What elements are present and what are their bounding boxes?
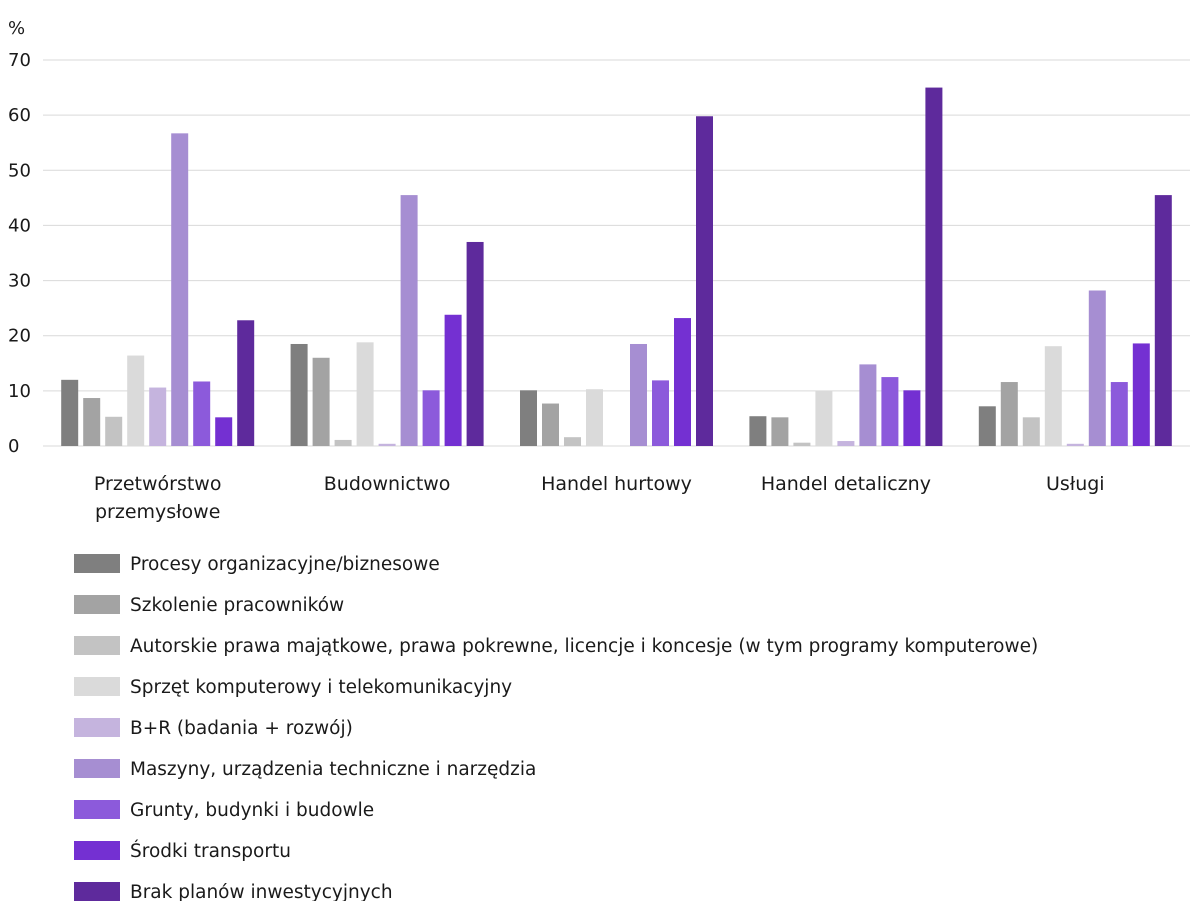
legend-item: Grunty, budynki i budowle — [74, 800, 374, 821]
y-tick-label: 50 — [8, 160, 31, 181]
bar — [334, 439, 352, 446]
y-tick-label: 40 — [8, 215, 31, 236]
legend-item: Szkolenie pracowników — [74, 595, 344, 616]
legend-label: Grunty, budynki i budowle — [130, 800, 374, 821]
legend-swatch — [74, 677, 120, 696]
legend-swatch — [74, 800, 120, 819]
x-category-label: Budownictwo — [324, 473, 451, 495]
legend-label: Autorskie prawa majątkowe, prawa pokrewn… — [130, 636, 1038, 657]
legend-label: Szkolenie pracowników — [130, 595, 344, 616]
legend-label: Maszyny, urządzenia techniczne i narzędz… — [130, 759, 536, 780]
bar — [837, 441, 855, 446]
y-tick-label: 60 — [8, 105, 31, 126]
legend-swatch — [74, 554, 120, 573]
legend-swatch — [74, 718, 120, 737]
bar — [674, 318, 691, 446]
bar — [859, 364, 877, 446]
bar — [1154, 195, 1172, 446]
y-tick-label: 20 — [8, 326, 31, 347]
x-axis-categories: Przetwórstwo przemysłowe Budownictwo Handel… — [94, 473, 1105, 523]
bar — [378, 443, 396, 446]
bar — [149, 387, 167, 446]
bar — [903, 390, 921, 446]
legend-item: Autorskie prawa majątkowe, prawa pokrewn… — [74, 636, 1038, 657]
legend-swatch — [74, 636, 120, 655]
bar — [466, 241, 484, 446]
bar — [630, 343, 647, 446]
legend-label: Środki transportu — [130, 840, 291, 862]
bar — [564, 437, 581, 446]
bar — [696, 116, 713, 446]
bar — [1132, 343, 1150, 446]
y-tick-label: 0 — [8, 436, 19, 457]
bar — [749, 416, 767, 446]
bar — [520, 390, 537, 446]
bar — [652, 380, 669, 446]
bar — [1110, 382, 1128, 446]
y-tick-label: 10 — [8, 381, 31, 402]
x-category-label: przemysłowe — [95, 501, 220, 523]
legend-label: Procesy organizacyjne/biznesowe — [130, 554, 440, 575]
bar — [400, 195, 418, 446]
bar — [127, 355, 145, 446]
bar — [422, 390, 440, 446]
bar — [771, 417, 789, 446]
bar — [61, 379, 79, 446]
x-category-label: Handel detaliczny — [761, 473, 931, 495]
bar — [83, 398, 101, 446]
legend-item: Środki transportu — [74, 840, 291, 862]
bars — [61, 87, 1172, 447]
y-tick-label: 70 — [8, 50, 31, 71]
bar — [312, 357, 330, 446]
legend-swatch — [74, 882, 120, 901]
bar — [215, 417, 233, 446]
bar — [193, 381, 211, 446]
bar — [978, 406, 996, 446]
legend-item: Brak planów inwestycyjnych — [74, 882, 393, 901]
legend-swatch — [74, 759, 120, 778]
bar — [925, 87, 943, 447]
bar — [171, 133, 189, 446]
bar — [105, 416, 123, 446]
bar — [1044, 346, 1062, 446]
bar — [586, 389, 603, 446]
legend-label: B+R (badania + rozwój) — [130, 718, 353, 739]
bar — [356, 342, 374, 446]
legend-swatch — [74, 841, 120, 860]
bar — [1022, 417, 1040, 446]
x-category-label: Handel hurtowy — [541, 473, 692, 495]
y-axis-unit-label: % — [8, 18, 25, 39]
gridlines — [43, 59, 1190, 447]
legend-swatch — [74, 595, 120, 614]
bar — [881, 377, 899, 446]
bar — [1000, 382, 1018, 446]
legend-label: Sprzęt komputerowy i telekomunikacyjny — [130, 677, 512, 698]
legend-label: Brak planów inwestycyjnych — [130, 882, 393, 901]
bar — [542, 403, 559, 446]
bar — [793, 442, 811, 446]
bar — [444, 314, 462, 446]
bar — [1066, 443, 1084, 446]
legend-item: B+R (badania + rozwój) — [74, 718, 353, 739]
legend: Procesy organizacyjne/biznesowe Szkolenie… — [74, 554, 1038, 901]
bar — [290, 343, 308, 446]
y-axis-ticks: 0 10 20 30 40 50 60 70 — [8, 50, 31, 457]
legend-item: Procesy organizacyjne/biznesowe — [74, 554, 440, 575]
bar — [237, 320, 255, 446]
bar — [1088, 290, 1106, 446]
legend-item: Sprzęt komputerowy i telekomunikacyjny — [74, 677, 512, 698]
y-tick-label: 30 — [8, 271, 31, 292]
x-category-label: Usługi — [1046, 473, 1105, 495]
x-category-label: Przetwórstwo — [94, 473, 222, 495]
bar — [815, 390, 833, 446]
legend-item: Maszyny, urządzenia techniczne i narzędz… — [74, 759, 536, 780]
